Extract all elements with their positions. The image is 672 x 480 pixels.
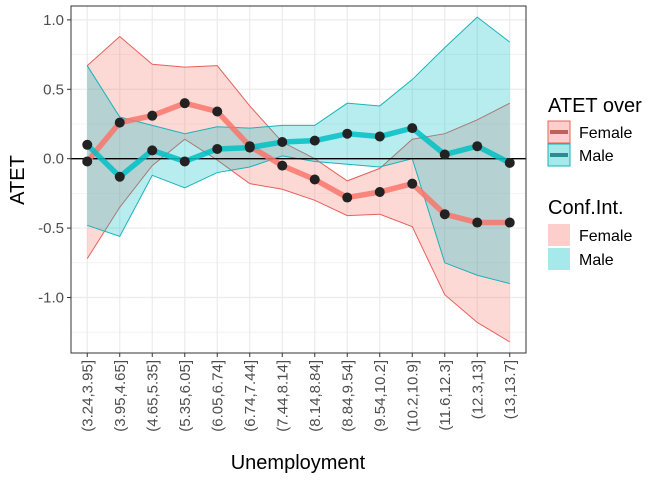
point-female (82, 156, 93, 167)
y-axis-ticks: 1.0 0.5 0.0 -0.5 -1.0 (38, 12, 71, 306)
y-tick-label: 0.0 (43, 151, 64, 168)
point-male (342, 128, 353, 139)
confidence-band-male (87, 17, 510, 284)
line-segment-male (344, 130, 383, 140)
point-female (114, 117, 125, 128)
point-female (277, 160, 288, 171)
line-segment-male (409, 125, 448, 158)
line-segment-female (214, 108, 253, 149)
line-segment-female (279, 162, 318, 183)
point-male (114, 171, 125, 182)
line-segment-female (312, 176, 350, 201)
point-female (407, 178, 418, 189)
x-tick-label: (3.24,3.95] (79, 360, 96, 432)
line-segment-female (442, 211, 480, 226)
point-female (374, 186, 385, 197)
x-tick-label: (8.84,9.54] (339, 360, 356, 432)
x-tick-label: (11.6,12.3] (437, 360, 454, 431)
point-female (472, 217, 483, 228)
point-female (504, 217, 515, 228)
series-points (82, 98, 515, 228)
x-tick-label: (9.54,10.2] (372, 360, 389, 432)
x-axis-ticks: (3.24,3.95] (3.95,4.65] (4.65,5.35] (5.35,6… (79, 353, 519, 432)
legend-label-male-line: Male (579, 148, 614, 165)
point-male (212, 143, 223, 154)
x-tick-label: (10.2,10.9] (404, 360, 421, 432)
line-segment-male (182, 146, 220, 165)
legend: ATET over Female Male Conf.Int. Female M… (547, 95, 642, 270)
line-segment-male (214, 144, 253, 152)
panel-border (70, 5, 527, 354)
point-male (407, 123, 418, 134)
band-lower-edge-female (86, 138, 511, 343)
plot-panel (71, 6, 526, 353)
x-tick-label: (13,13.7] (502, 360, 519, 419)
y-tick-label: 1.0 (43, 12, 64, 29)
x-tick-label: (3.95,4.65] (112, 360, 129, 432)
y-tick-label: 0.5 (43, 81, 64, 98)
line-segment-male (312, 130, 350, 144)
point-male (374, 131, 385, 142)
line-segment-male (377, 125, 415, 140)
line-segment-male (442, 143, 480, 158)
point-male (277, 137, 288, 148)
y-tick-label: -1.0 (38, 289, 64, 306)
point-female (147, 110, 158, 121)
line-segment-female (117, 112, 155, 126)
legend-label-female-band: Female (579, 228, 632, 245)
legend-title-confint: Conf.Int. (548, 197, 624, 219)
point-female (309, 174, 320, 185)
point-male (147, 145, 158, 156)
line-segment-male (279, 137, 318, 145)
point-male (472, 141, 483, 152)
y-tick-label: -0.5 (38, 220, 64, 237)
legend-label-male-band: Male (579, 252, 614, 269)
x-tick-label: (8.14,8.84] (307, 360, 324, 432)
x-tick-label: (6.05,6.74] (209, 360, 226, 432)
x-tick-label: (5.35,6.05] (177, 360, 194, 432)
confidence-band-female (87, 36, 510, 342)
x-tick-label: (7.44,8.14] (274, 360, 291, 432)
legend-title-atet: ATET over (548, 95, 642, 117)
x-tick-label: (6.74,7.44] (242, 360, 259, 432)
line-segment-male (84, 142, 123, 180)
point-male (82, 139, 93, 150)
line-segment-male (247, 139, 285, 151)
point-male (439, 149, 450, 160)
legend-key-male-band (548, 248, 570, 270)
point-female (342, 192, 353, 203)
series-lines (84, 100, 513, 226)
confidence-bands (86, 16, 511, 343)
line-segment-female (377, 180, 415, 195)
legend-key-female-band (548, 224, 570, 246)
legend-key-female-line (547, 120, 571, 144)
legend-key-male-line (547, 143, 571, 167)
y-axis-title: ATET (7, 155, 29, 205)
point-female (179, 98, 190, 109)
line-segment-female (84, 119, 123, 165)
line-segment-female (149, 100, 188, 119)
point-male (179, 156, 190, 167)
x-axis-title: Unemployment (231, 452, 366, 474)
line-segment-male (149, 147, 188, 165)
point-female (439, 209, 450, 220)
line-segment-male (117, 147, 155, 180)
legend-label-female-line: Female (579, 125, 632, 142)
line-segment-male (474, 143, 513, 166)
x-tick-label: (4.65,5.35] (144, 360, 161, 432)
point-male (504, 157, 515, 168)
point-male (309, 135, 320, 146)
line-segment-female (182, 100, 220, 115)
x-tick-label: (12.3,13] (469, 360, 486, 419)
band-upper-edge-female (86, 35, 510, 182)
band-upper-edge-male (86, 16, 511, 135)
line-segment-female (344, 189, 383, 201)
point-male (244, 142, 255, 153)
point-female (212, 106, 223, 117)
line-segment-female (409, 180, 448, 217)
